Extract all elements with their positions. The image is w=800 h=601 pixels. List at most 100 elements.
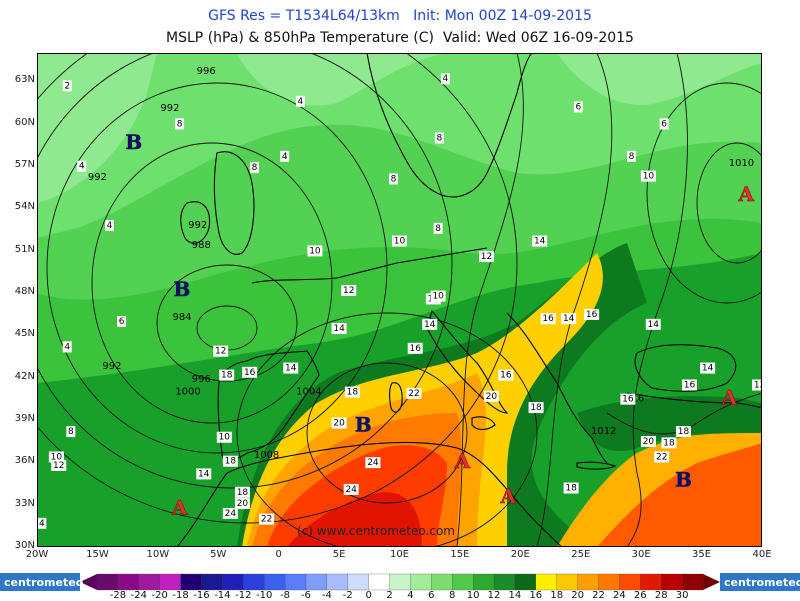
lon-label: 30E — [631, 549, 651, 560]
svg-text:4: 4 — [64, 342, 70, 352]
svg-text:6: 6 — [661, 119, 667, 129]
isobars — [37, 53, 762, 547]
lon-label: 20W — [25, 549, 49, 560]
temperature-label: 18 — [563, 482, 579, 494]
temperature-label: 16 — [407, 342, 423, 354]
colorbar-swatch — [640, 573, 662, 591]
temperature-label: 14 — [196, 468, 212, 480]
colorbar-tick-label: -2 — [342, 590, 353, 601]
temperature-label: 4 — [77, 160, 87, 172]
map-title-line2: MSLP (hPa) & 850hPa Temperature (C) Vali… — [166, 30, 634, 46]
temperature-label: 4 — [37, 517, 47, 529]
svg-text:22: 22 — [261, 515, 272, 525]
colorbar-tick-label: -8 — [280, 590, 291, 601]
lon-label: 10W — [146, 549, 170, 560]
isobar-label: 992 — [160, 103, 179, 114]
temperature-field-18-turkey — [577, 396, 762, 452]
svg-text:18: 18 — [221, 371, 233, 381]
colorbar-swatch — [493, 573, 516, 591]
isobar-1008-low — [306, 362, 468, 504]
temperature-label: 10 — [430, 290, 446, 302]
colorbar-swatch — [410, 573, 432, 591]
svg-text:18: 18 — [237, 488, 249, 498]
isobar-labels: 996 992 992 992 988 984 992 996 1000 1004 1008 10 16… — [88, 66, 754, 461]
temperature-label: 20 — [331, 417, 347, 429]
colorbar-swatches — [96, 573, 704, 591]
colorbar-tick-label: 16 — [529, 590, 543, 601]
logo-right-bg — [720, 573, 800, 591]
isobar-988 — [156, 264, 298, 382]
coastlines — [176, 53, 762, 547]
colorbar-swatch — [264, 573, 286, 591]
lat-label: 57N — [14, 158, 35, 170]
isobar-1000 — [37, 53, 453, 489]
temperature-label: 10 — [48, 451, 64, 463]
svg-text:24: 24 — [345, 485, 357, 495]
colorbar-tick-label: 18 — [550, 590, 564, 601]
temperature-label: 6 — [659, 118, 669, 130]
temperature-label: 4 — [295, 95, 305, 107]
svg-text:4: 4 — [39, 519, 45, 529]
svg-text:10: 10 — [394, 237, 406, 247]
lat-label: 60N — [14, 116, 35, 128]
temperature-label: 4 — [62, 341, 72, 353]
colorbar-swatch — [284, 573, 307, 591]
svg-text:14: 14 — [333, 324, 345, 334]
temperature-label: 12 — [479, 251, 494, 263]
temperature-label: 18 — [528, 402, 544, 414]
isobar-1012 — [536, 53, 613, 547]
lat-label: 33N — [14, 497, 35, 509]
colorbar-tick-label: -4 — [321, 590, 332, 601]
isobar-1020-east — [696, 142, 762, 264]
colorbar-tick-label: 0 — [365, 590, 372, 601]
svg-text:4: 4 — [79, 162, 85, 172]
isobar-label: 996 — [192, 374, 211, 385]
temperature-label: 4 — [440, 73, 450, 85]
svg-text:14: 14 — [563, 314, 575, 324]
svg-text:20: 20 — [643, 437, 655, 447]
temperature-label: 16 — [620, 393, 636, 405]
isobar-1012-east — [606, 392, 762, 435]
colorbar-left-arrow — [80, 574, 97, 590]
high-pressure-center: A — [171, 496, 188, 520]
svg-text:10: 10 — [51, 452, 63, 462]
temperature-field-6 — [37, 53, 762, 238]
temperature-label: 8 — [627, 150, 636, 162]
svg-text:4: 4 — [282, 152, 288, 162]
temperature-label: 8 — [434, 132, 444, 144]
colorbar-swatch — [472, 573, 495, 591]
temperature-label: 16 — [242, 366, 258, 378]
isobar-1004 — [37, 53, 518, 524]
high-pressure-center: A — [738, 182, 755, 206]
svg-text:18: 18 — [663, 438, 675, 448]
lon-label: 40E — [752, 549, 772, 560]
colorbar-right-arrow — [703, 574, 720, 590]
colorbar-tick-label: -24 — [130, 590, 147, 601]
colorbar-tick-label: 14 — [508, 590, 522, 601]
temperature-label: 4 — [105, 220, 114, 232]
low-pressure-center: B — [675, 467, 692, 491]
temperature-label: 14 — [331, 323, 347, 335]
coastline-italy — [426, 309, 509, 414]
temperature-label: 8 — [250, 162, 259, 174]
svg-text:16: 16 — [684, 381, 696, 391]
lon-label: 25E — [571, 549, 591, 560]
isobar-1016 — [626, 53, 688, 547]
coastline-turkey — [626, 392, 762, 409]
lat-label: 51N — [14, 243, 35, 255]
colorbar-tick-label: 8 — [449, 590, 456, 601]
temperature-label: 14 — [561, 313, 577, 325]
temperature-label: 16 — [584, 308, 600, 320]
temperature-label: 24 — [222, 507, 238, 519]
colorbar-swatch — [201, 573, 224, 591]
svg-text:4: 4 — [298, 97, 304, 107]
svg-text:24: 24 — [225, 509, 237, 519]
temperature-label: 18 — [234, 486, 250, 498]
svg-text:14: 14 — [702, 364, 714, 374]
colorbar-tick-label: 10 — [466, 590, 480, 601]
lon-label: 10E — [389, 549, 410, 560]
colorbar-tick-label: 30 — [675, 590, 689, 601]
isobar-label: 996 — [197, 66, 216, 77]
weather-map: 996 992 992 992 988 984 992 996 1000 1004 1008 10 16… — [37, 53, 762, 547]
logo-left-bg — [0, 573, 80, 591]
